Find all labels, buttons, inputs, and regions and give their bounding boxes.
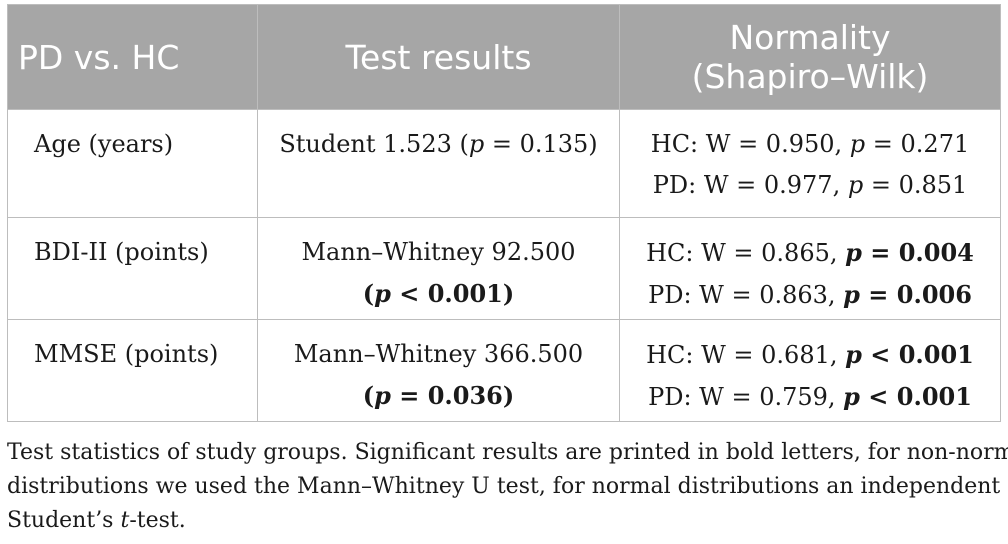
test-result-p-value: (p = 0.036) [362,381,515,410]
test-result-cell: Mann–Whitney 92.500 (p < 0.001) [257,217,620,320]
table-row-mmse: MMSE (points) Mann–Whitney 366.500 (p = … [7,319,1001,422]
normality-cell: HC: W = 0.681, p < 0.001 PD: W = 0.759, … [619,319,1001,422]
table-header: PD vs. HC Test results Normality (Shapiro… [7,4,1001,110]
normality-pd: PD: W = 0.977, p = 0.851 [652,171,968,199]
normality-hc: HC: W = 0.950, p = 0.271 [650,130,970,158]
statistics-table: PD vs. HC Test results Normality (Shapiro… [7,4,1001,422]
test-result-line: Mann–Whitney 366.500 [293,340,584,368]
table-caption: Test statistics of study groups. Signifi… [7,436,1008,538]
header-test-results: Test results [257,4,620,110]
table-row-age: Age (years) Student 1.523 (p = 0.135) HC… [7,109,1001,218]
test-result-line: Mann–Whitney 92.500 [301,238,576,266]
normality-cell: HC: W = 0.865, p = 0.004 PD: W = 0.863, … [619,217,1001,320]
header-row: PD vs. HC Test results Normality (Shapiro… [7,4,1001,110]
normality-pd: PD: W = 0.863, p = 0.006 [648,280,972,309]
table-row-bdi: BDI-II (points) Mann–Whitney 92.500 (p <… [7,217,1001,320]
normality-pd: PD: W = 0.759, p < 0.001 [648,382,972,411]
caption-line: distributions we used the Mann–Whitney U… [7,474,1001,499]
test-result-p-value: (p < 0.001) [362,279,515,308]
table-body: Age (years) Student 1.523 (p = 0.135) HC… [7,109,1001,422]
normality-cell: HC: W = 0.950, p = 0.271 PD: W = 0.977, … [619,109,1001,218]
normality-hc: HC: W = 0.681, p < 0.001 [646,340,974,369]
row-label: MMSE (points) [7,319,258,422]
normality-hc: HC: W = 0.865, p = 0.004 [646,238,974,267]
header-comparison: PD vs. HC [7,4,258,110]
row-label: BDI-II (points) [7,217,258,320]
caption-line: Test statistics of study groups. Signifi… [7,440,1008,465]
test-result-line: Student 1.523 (p = 0.135) [279,130,598,158]
row-label: Age (years) [7,109,258,218]
test-result-cell: Mann–Whitney 366.500 (p = 0.036) [257,319,620,422]
caption-line: Student’s t-test. [7,508,186,533]
header-normality: Normality (Shapiro–Wilk) [619,4,1001,110]
test-result-cell: Student 1.523 (p = 0.135) [257,109,620,218]
